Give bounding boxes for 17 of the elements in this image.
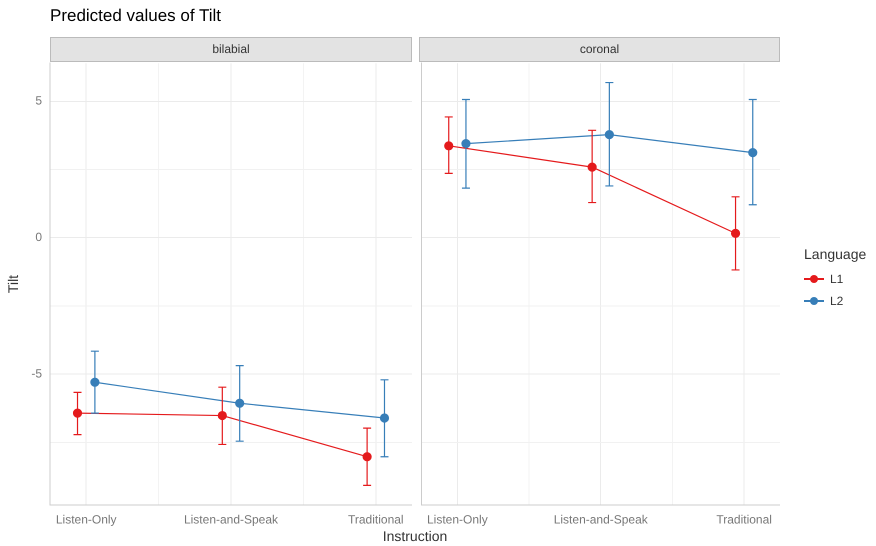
x-tick-label: Listen-Only	[426, 512, 488, 527]
y-tick-label: 0	[35, 230, 42, 244]
chart-title: Predicted values of Tilt	[50, 6, 222, 26]
x-tick-label: Listen-Only	[56, 512, 117, 527]
y-tick-label: -5	[31, 366, 42, 380]
chart-subtitle: coronal	[419, 37, 780, 62]
legend-label: L2	[830, 294, 844, 308]
y-axis-title: Tilt	[5, 274, 22, 294]
x-tick-label: Traditional	[716, 512, 772, 527]
legend-title: Language	[804, 246, 866, 262]
chart-subtitle: bilabial	[50, 37, 412, 62]
legend-label: L1	[830, 272, 844, 286]
x-axis-title: Instruction	[382, 528, 448, 544]
x-tick-label: Listen-and-Speak	[554, 512, 649, 527]
x-tick-label: Traditional	[348, 512, 404, 527]
y-tick-label: 5	[35, 94, 42, 108]
x-tick-label: Listen-and-Speak	[184, 512, 280, 527]
